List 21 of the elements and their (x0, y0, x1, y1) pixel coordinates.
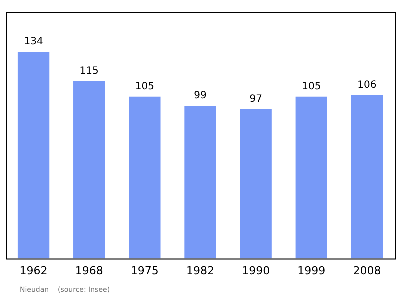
bar (129, 96, 161, 259)
x-tick-label: 1975 (130, 264, 159, 278)
x-tick-label: 2008 (353, 264, 382, 278)
bar (351, 95, 384, 259)
x-tick-label: 1990 (242, 264, 270, 278)
data-label: 134 (24, 36, 44, 48)
bar (296, 96, 328, 259)
bar (240, 109, 272, 259)
data-label: 115 (80, 66, 99, 78)
data-label: 105 (302, 81, 322, 92)
data-label: 97 (250, 94, 262, 105)
bar (18, 52, 50, 259)
data-label: 99 (194, 90, 207, 102)
x-tick-label: 1999 (298, 264, 326, 278)
data-label: 105 (135, 81, 154, 92)
x-tick-label: 1982 (186, 264, 214, 278)
bar (74, 81, 106, 259)
x-tick-label: 1962 (20, 264, 48, 278)
data-label: 106 (358, 80, 377, 91)
x-tick-label: 1968 (75, 264, 104, 278)
bar (184, 106, 216, 259)
